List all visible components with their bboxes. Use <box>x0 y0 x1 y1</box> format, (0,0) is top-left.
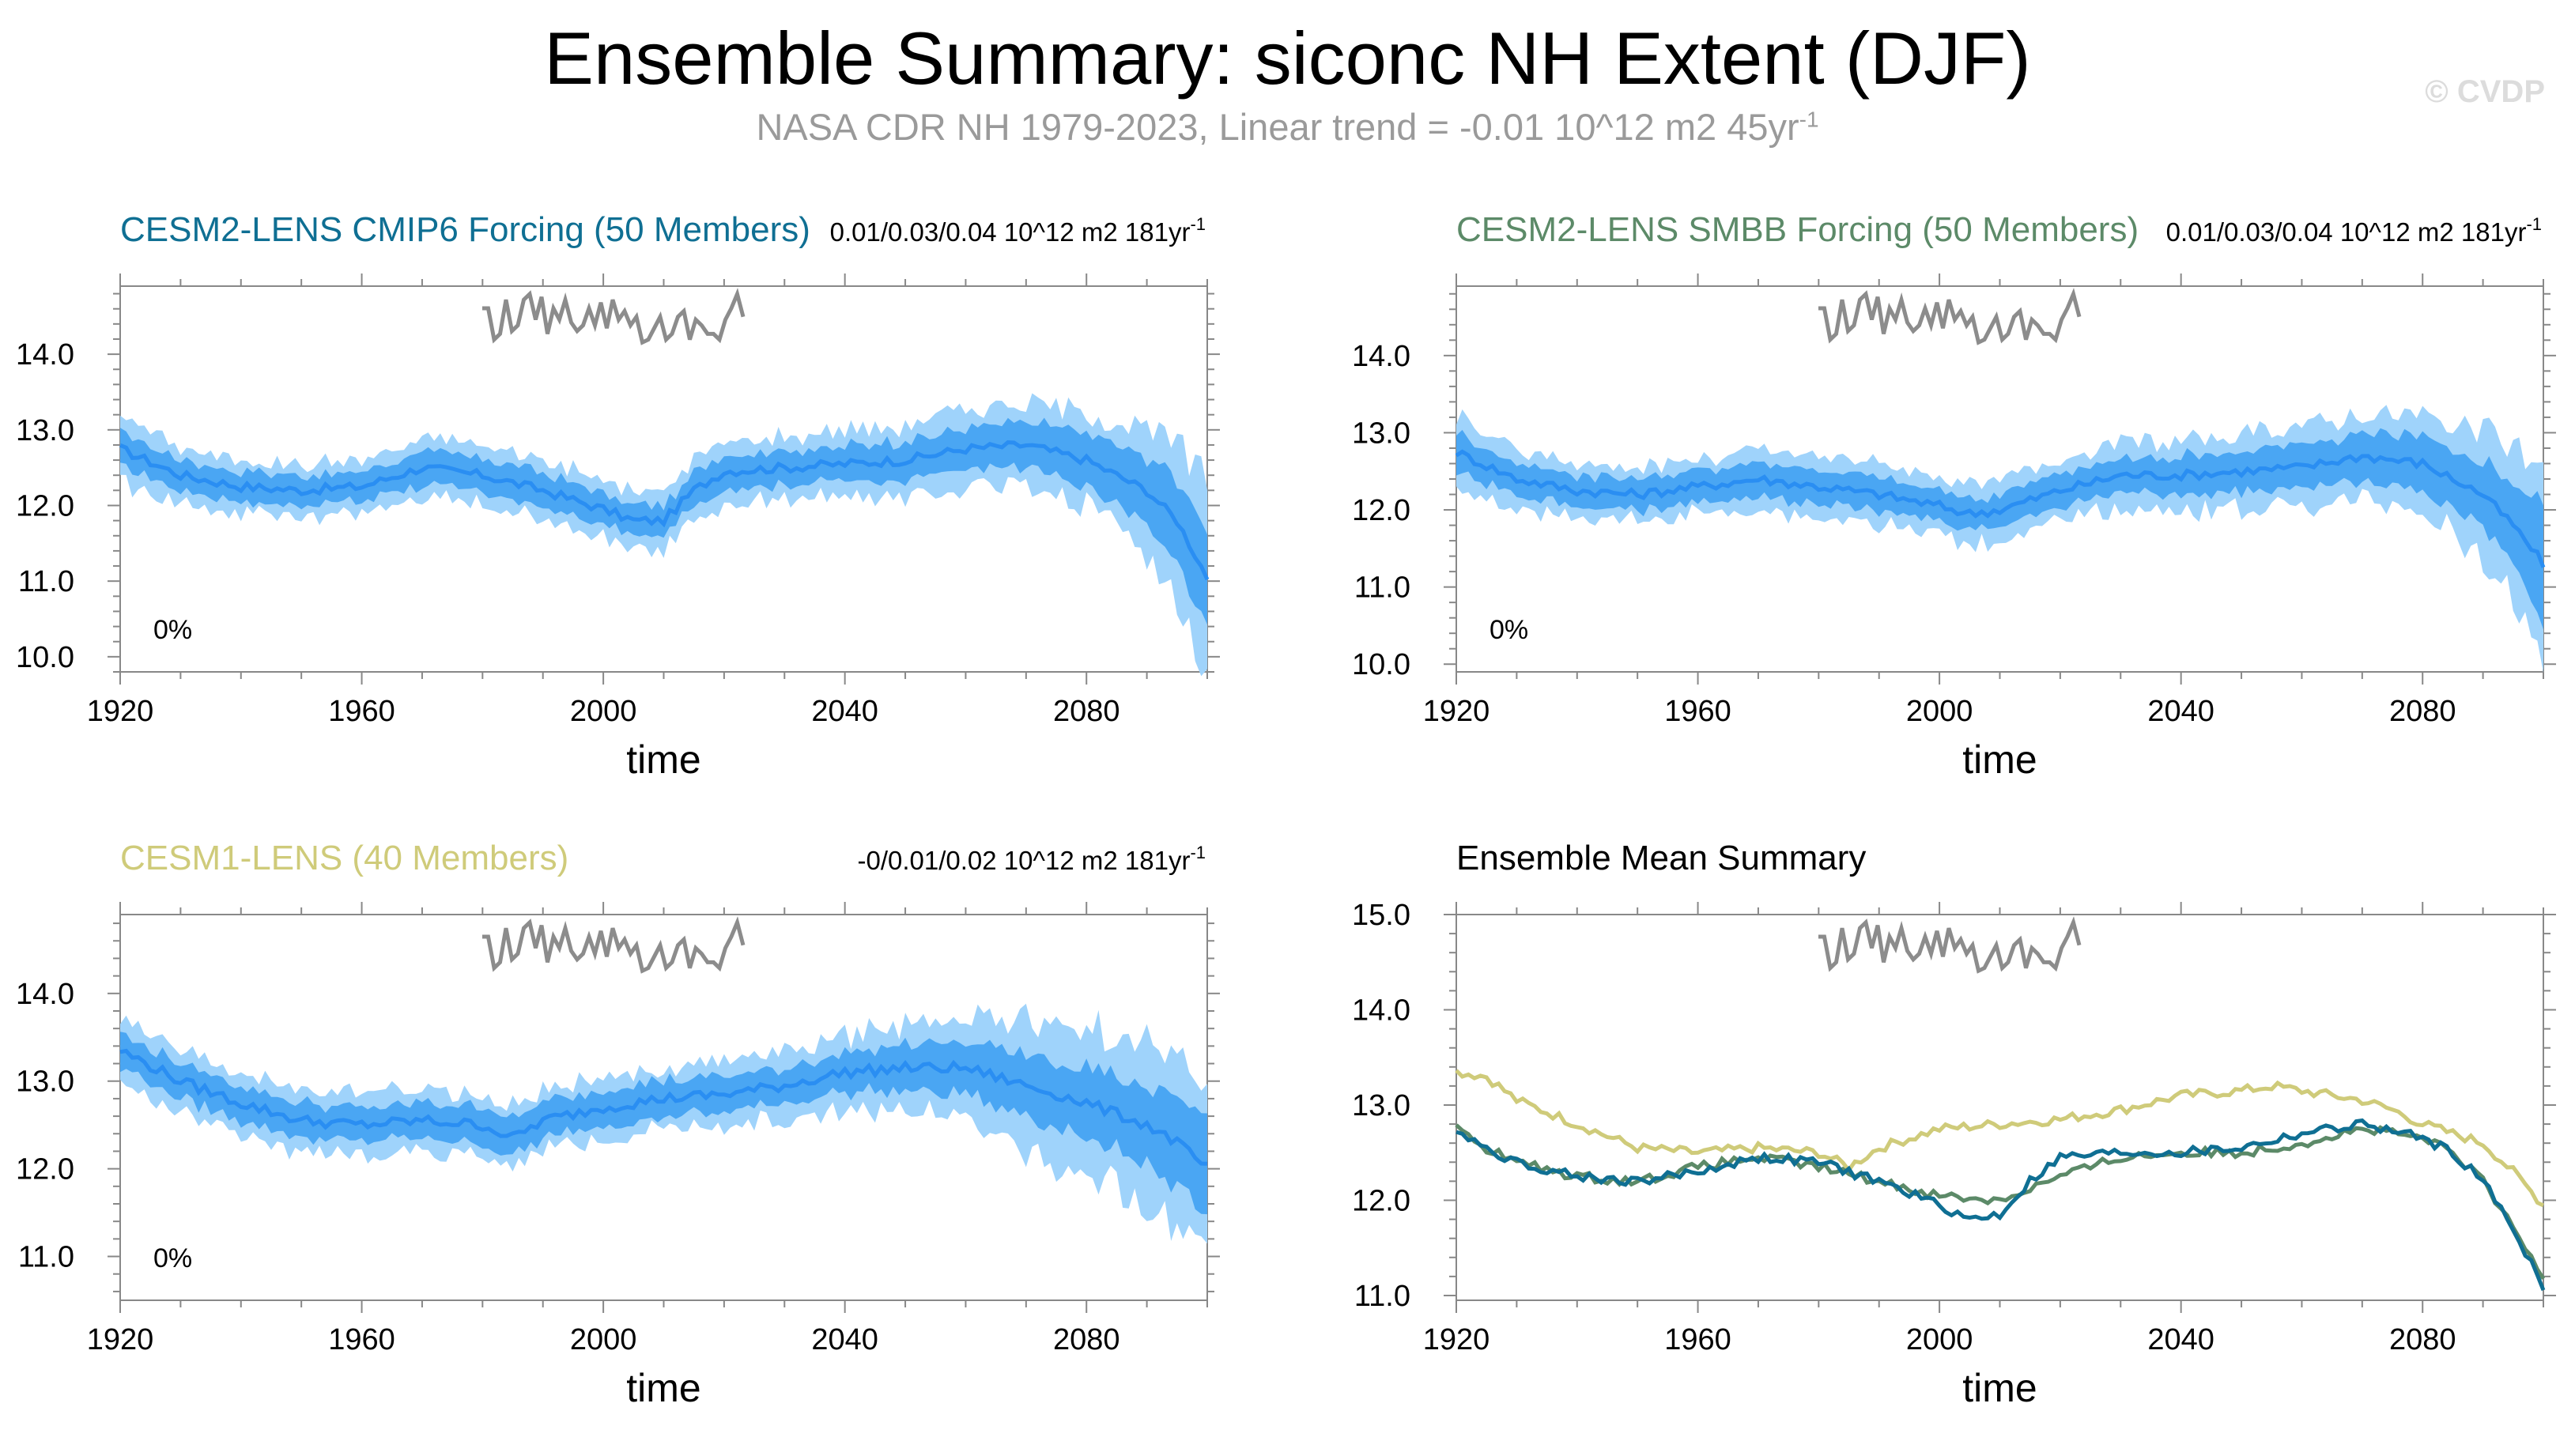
panel-title: Ensemble Mean Summary <box>1456 839 1866 877</box>
x-tick-label: 2000 <box>1906 1323 1973 1356</box>
y-tick-label: 14.0 <box>16 338 74 372</box>
percent-label: 0% <box>1489 615 1528 645</box>
y-tick-label: 10.0 <box>1352 648 1410 681</box>
x-tick-label: 2000 <box>1906 695 1973 728</box>
ensemble-mean-line <box>1455 449 2546 568</box>
trend-label: 0.01/0.03/0.04 10^12 m2 181yr-1 <box>2166 214 2542 247</box>
panel-title: CESM2-LENS SMBB Forcing (50 Members) <box>1456 210 2139 249</box>
x-axis-label: time <box>1962 737 2037 782</box>
x-tick-label: 2040 <box>2147 1323 2214 1356</box>
observation-sparkline <box>482 916 746 974</box>
y-tick-label: 13.0 <box>16 1066 74 1099</box>
panel-cesm1: CESM1-LENS (40 Members) -0/0.01/0.02 10^1… <box>16 839 1220 1410</box>
x-tick-label: 1960 <box>1664 695 1731 728</box>
subtitle-text: NASA CDR NH 1979-2023, Linear trend = -0… <box>756 106 1799 148</box>
x-axis-label: time <box>1962 1366 2037 1410</box>
panel-cmip6: CESM2-LENS CMIP6 Forcing (50 Members) 0.0… <box>16 210 1220 782</box>
plot-frame <box>1456 914 2544 1301</box>
y-tick-label: 14.0 <box>16 978 74 1011</box>
x-tick-label: 2040 <box>811 695 878 728</box>
y-tick-label: 11.0 <box>18 565 74 598</box>
observation-sparkline <box>1818 916 2082 974</box>
x-tick-label: 2040 <box>2147 695 2214 728</box>
y-tick-label: 12.0 <box>16 489 74 522</box>
x-tick-label: 1960 <box>328 1323 395 1356</box>
panel-summary: Ensemble Mean Summary 1920 1960 2000 2040 208… <box>1352 839 2556 1410</box>
y-tick-label: 11.0 <box>18 1241 74 1274</box>
y-tick-label: 12.0 <box>1352 1184 1410 1217</box>
x-tick-label: 2080 <box>1053 1323 1120 1356</box>
y-tick-label: 14.0 <box>1352 340 1410 373</box>
x-tick-label: 1920 <box>1423 695 1490 728</box>
series-line-cesm1-lens <box>1455 1069 2545 1208</box>
x-tick-label: 2040 <box>811 1323 878 1356</box>
x-tick-label: 2000 <box>570 1323 637 1356</box>
observation-sparkline <box>482 288 746 345</box>
y-tick-label: 11.0 <box>1354 571 1410 605</box>
ensemble-inner-band <box>120 1032 1207 1215</box>
panel-smbb: CESM2-LENS SMBB Forcing (50 Members) 0.01… <box>1352 210 2556 782</box>
ensemble-mean-line <box>119 1048 1208 1166</box>
subtitle-superscript: -1 <box>1799 107 1819 132</box>
y-tick-label: 11.0 <box>1354 1280 1410 1313</box>
y-tick-label: 14.0 <box>1352 994 1410 1027</box>
panel-title: CESM1-LENS (40 Members) <box>120 839 568 877</box>
series-line-cesm2-lens-cmip6 <box>1456 1118 2546 1292</box>
y-tick-label: 12.0 <box>1352 494 1410 527</box>
x-tick-label: 2080 <box>1053 695 1120 728</box>
x-tick-label: 1960 <box>1664 1323 1731 1356</box>
y-tick-label: 12.0 <box>16 1153 74 1186</box>
page-title: Ensemble Summary: siconc NH Extent (DJF) <box>544 17 2031 100</box>
y-tick-label: 13.0 <box>1352 417 1410 450</box>
observation-sparkline <box>1818 288 2082 345</box>
percent-label: 0% <box>153 615 192 645</box>
trend-label: -0/0.01/0.02 10^12 m2 181yr-1 <box>858 843 1206 875</box>
ensemble-mean-line <box>119 440 1210 581</box>
cvdp-watermark: © CVDP <box>2425 74 2545 109</box>
trend-label: 0.01/0.03/0.04 10^12 m2 181yr-1 <box>830 214 1206 247</box>
panel-title: CESM2-LENS CMIP6 Forcing (50 Members) <box>120 210 810 249</box>
page-subtitle: NASA CDR NH 1979-2023, Linear trend = -0… <box>0 105 2575 149</box>
x-axis-label: time <box>626 1366 700 1410</box>
x-tick-label: 1920 <box>1423 1323 1490 1356</box>
y-tick-label: 13.0 <box>1352 1089 1410 1122</box>
series-line-cesm2-lens-smbb <box>1455 1123 2546 1281</box>
y-tick-label: 15.0 <box>1352 899 1410 932</box>
x-tick-label: 1960 <box>328 695 395 728</box>
x-tick-label: 1920 <box>87 1323 154 1356</box>
x-tick-label: 2080 <box>2389 695 2456 728</box>
y-tick-label: 10.0 <box>16 641 74 674</box>
percent-label: 0% <box>153 1243 192 1273</box>
x-tick-label: 2000 <box>570 695 637 728</box>
x-axis-label: time <box>626 737 700 782</box>
x-tick-label: 1920 <box>87 695 154 728</box>
ensemble-inner-band <box>1456 428 2543 630</box>
y-tick-label: 13.0 <box>16 414 74 447</box>
x-tick-label: 2080 <box>2389 1323 2456 1356</box>
